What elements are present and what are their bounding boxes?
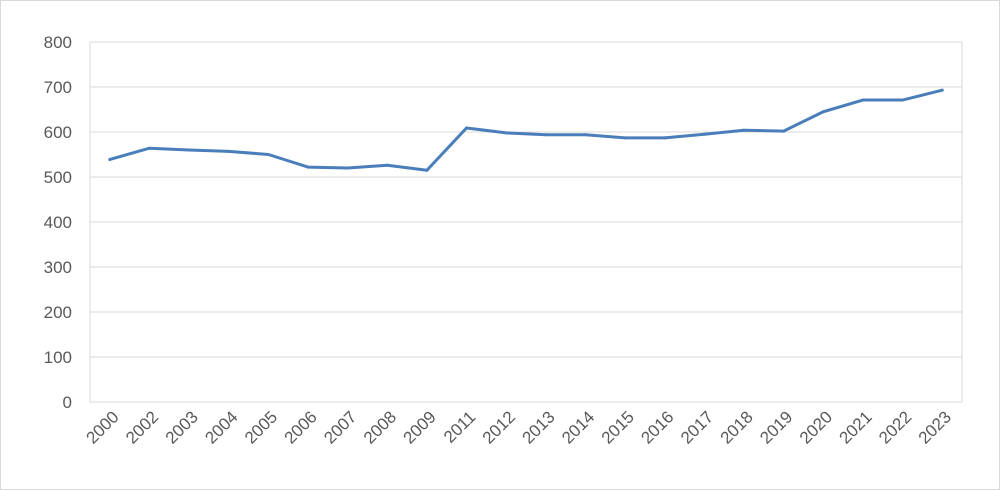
x-tick-label: 2016 <box>637 407 677 447</box>
gridlines <box>89 41 963 403</box>
y-tick-label: 300 <box>44 258 72 277</box>
x-tick-label: 2022 <box>875 407 915 447</box>
data-point <box>147 146 151 150</box>
y-axis-tick-labels: 0 100 200 300 400 500 600 700 800 <box>44 33 72 412</box>
data-point <box>465 126 469 130</box>
data-point <box>583 133 587 137</box>
data-point <box>306 165 310 169</box>
data-point <box>108 157 112 161</box>
x-tick-label: 2006 <box>281 407 321 447</box>
y-tick-label: 0 <box>63 393 72 412</box>
y-tick-label: 100 <box>44 348 72 367</box>
data-point <box>504 131 508 135</box>
y-tick-label: 800 <box>44 33 72 52</box>
x-tick-label: 2000 <box>82 407 122 447</box>
data-point <box>425 168 429 172</box>
x-tick-label: 2023 <box>915 407 955 447</box>
y-tick-label: 200 <box>44 303 72 322</box>
x-tick-label: 2002 <box>122 407 162 447</box>
data-point <box>901 98 905 102</box>
x-tick-label: 2012 <box>479 407 519 447</box>
data-point <box>385 163 389 167</box>
x-tick-label: 2019 <box>756 407 796 447</box>
y-tick-label: 500 <box>44 168 72 187</box>
data-point <box>940 88 944 92</box>
data-point <box>663 136 667 140</box>
x-tick-label: 2003 <box>162 407 202 447</box>
y-tick-label: 400 <box>44 213 72 232</box>
data-point <box>821 110 825 114</box>
data-point <box>623 136 627 140</box>
data-point <box>861 98 865 102</box>
data-point <box>187 148 191 152</box>
x-tick-label: 2008 <box>360 407 400 447</box>
x-tick-label: 2009 <box>400 407 440 447</box>
x-tick-label: 2018 <box>717 407 757 447</box>
data-point <box>544 133 548 137</box>
x-tick-label: 2013 <box>518 407 558 447</box>
series-group <box>108 88 944 172</box>
x-tick-label: 2014 <box>558 407 598 447</box>
data-point <box>266 153 270 156</box>
x-tick-label: 2020 <box>796 407 836 447</box>
x-tick-label: 2005 <box>241 407 281 447</box>
data-point <box>782 129 786 133</box>
x-tick-label: 2004 <box>201 407 241 447</box>
data-point <box>346 166 350 170</box>
y-tick-label: 600 <box>44 123 72 142</box>
x-tick-label: 2021 <box>836 407 876 447</box>
series-line-0 <box>108 88 944 172</box>
x-tick-label: 2007 <box>320 407 360 447</box>
data-point <box>742 128 746 132</box>
y-tick-label: 700 <box>44 78 72 97</box>
x-tick-label: 2011 <box>440 407 479 446</box>
data-point <box>702 132 706 136</box>
x-tick-label: 2017 <box>677 407 717 447</box>
data-point <box>227 149 231 153</box>
x-axis-tick-labels: 2000 2002 2003 2004 2005 2006 2007 2008 2009 2011… <box>82 407 955 447</box>
x-tick-label: 2015 <box>598 407 638 447</box>
